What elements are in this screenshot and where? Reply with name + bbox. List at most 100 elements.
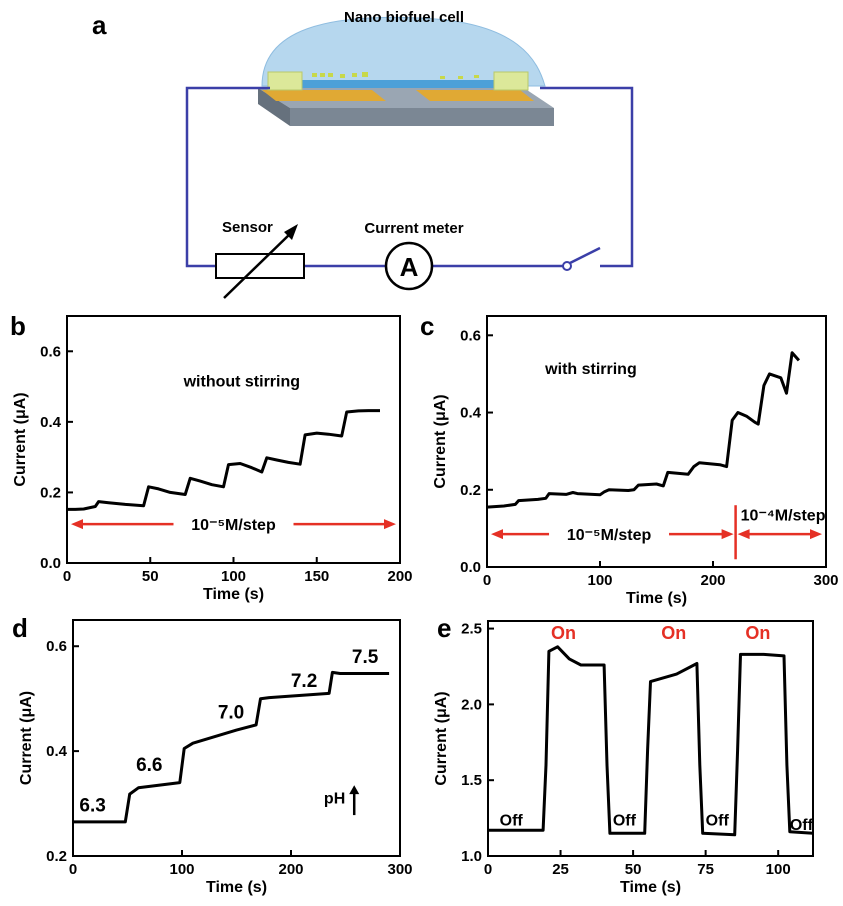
x-tick-label: 100: [587, 572, 612, 589]
step-label: 10⁻⁵M/step: [191, 517, 276, 534]
x-tick-label: 0: [69, 861, 77, 878]
chip-front: [290, 108, 554, 126]
series-line: [486, 351, 801, 509]
x-tick-label: 300: [387, 861, 412, 878]
y-axis-label: Current (μA): [432, 394, 449, 488]
x-tick-label: 300: [813, 572, 838, 589]
diagram-panel: a Nano biofuel cell: [92, 9, 634, 299]
y-tick-label: 0.2: [460, 482, 481, 499]
y-tick-label: 0.6: [40, 343, 61, 360]
y-tick-label: 2.5: [461, 621, 482, 638]
series-line: [73, 670, 390, 824]
x-tick-label: 50: [142, 568, 159, 585]
y-tick-label: 1.5: [461, 772, 482, 789]
panel-letter-d: d: [12, 613, 28, 643]
y-tick-label: 0.4: [46, 743, 68, 760]
electrolyte-droplet: [261, 16, 546, 87]
switch-lever: [569, 246, 601, 265]
step-label-2: 10⁻⁴M/step: [741, 508, 826, 525]
ph-arrow-head: [349, 785, 360, 795]
step-label-1-bg: [549, 520, 670, 547]
y-tick-label: 0.6: [460, 327, 481, 344]
y-axis-label: Current (μA): [18, 691, 35, 785]
panel-letter-a: a: [92, 10, 107, 40]
stirring-annotation: without stirring: [183, 374, 300, 391]
ph-value-label: 6.3: [79, 795, 105, 816]
y-tick-label: 0.0: [460, 559, 481, 576]
x-axis-label: Time (s): [203, 586, 264, 603]
nano-channel: [300, 80, 496, 88]
panel-letter-c: c: [420, 311, 434, 341]
series-line: [67, 409, 380, 511]
x-axis-label: Time (s): [620, 879, 681, 896]
y-axis-label: Current (μA): [433, 691, 450, 785]
ph-label: pH: [324, 791, 345, 808]
off-label: Off: [706, 813, 730, 830]
x-tick-label: 0: [63, 568, 71, 585]
y-tick-label: 0.4: [40, 414, 62, 431]
step-arrow-1-head-right: [721, 529, 734, 540]
meter-label: Current meter: [364, 220, 463, 237]
ph-value-label: 6.6: [136, 755, 162, 776]
y-tick-label: 1.0: [461, 848, 482, 865]
plot-frame: [72, 619, 401, 857]
step-arrow-2-head-left: [737, 529, 750, 540]
panel-letter-b: b: [10, 311, 26, 341]
ph-value-label: 7.2: [291, 671, 317, 692]
step-arrow-1-head-left: [491, 529, 503, 540]
electrode-right: [416, 90, 534, 101]
x-tick-label: 100: [169, 861, 194, 878]
electrode-left: [262, 90, 386, 101]
x-axis-label: Time (s): [206, 879, 267, 896]
electrode-pad-left: [267, 71, 303, 91]
x-tick-label: 200: [700, 572, 725, 589]
x-axis-label: Time (s): [626, 590, 687, 607]
step-label-1: 10⁻⁵M/step: [567, 527, 652, 544]
off-label: Off: [790, 817, 814, 834]
step-arrow-head-left: [71, 519, 83, 530]
diagram-title: Nano biofuel cell: [344, 9, 464, 26]
current-meter: [384, 241, 434, 291]
y-tick-label: 0.0: [40, 555, 61, 572]
y-tick-label: 0.6: [46, 638, 67, 655]
x-tick-label: 0: [483, 572, 491, 589]
sensor-arrow: [223, 231, 293, 299]
y-tick-label: 0.4: [460, 405, 482, 422]
on-label: On: [551, 623, 576, 643]
x-tick-label: 25: [552, 861, 569, 878]
step-arrow-head-right: [384, 519, 396, 530]
y-tick-label: 0.2: [46, 848, 67, 865]
sensor-resistor: [215, 253, 305, 279]
y-tick-label: 2.0: [461, 696, 482, 713]
y-axis-label: Current (μA): [12, 392, 29, 486]
chart-panel-d: d 0 100 200 300 0.2 0.4 0.6 Time (s) Current (μA)…: [12, 613, 413, 896]
meter-symbol: A: [400, 252, 419, 282]
off-label: Off: [500, 813, 524, 830]
enzyme-particles: [312, 72, 479, 79]
switch-pivot: [562, 261, 572, 271]
chart-panel-e: e 0 25 50 75 100 1.0 1.5 2.0 2.5 Time (s) Current (…: [433, 613, 814, 896]
on-label: On: [661, 623, 686, 643]
sensor-arrowhead: [284, 224, 298, 240]
sensor-label: Sensor: [222, 219, 273, 236]
x-tick-label: 200: [387, 568, 412, 585]
x-tick-label: 150: [304, 568, 329, 585]
x-tick-label: 200: [278, 861, 303, 878]
on-label: On: [745, 623, 770, 643]
series-line: [488, 645, 814, 837]
ph-value-label: 7.0: [218, 703, 244, 724]
chip-side: [258, 88, 290, 126]
electrode-pad-right: [493, 71, 529, 91]
y-tick-label: 0.2: [40, 484, 61, 501]
plot-frame: [486, 315, 827, 568]
x-tick-label: 100: [221, 568, 246, 585]
x-tick-label: 100: [766, 861, 791, 878]
step-label-bg: [173, 510, 294, 537]
x-tick-label: 75: [697, 861, 714, 878]
x-tick-label: 0: [484, 861, 492, 878]
ph-value-label: 7.5: [352, 647, 379, 668]
plot-frame: [487, 620, 814, 857]
step-arrow-2-head-right: [810, 529, 822, 540]
off-label: Off: [613, 813, 637, 830]
